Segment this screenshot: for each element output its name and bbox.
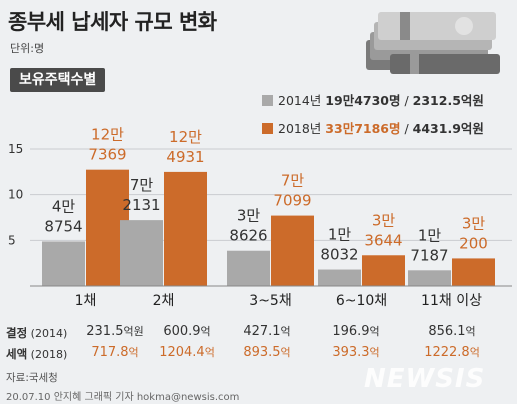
tax-2014-cat-4: 196.9억 xyxy=(332,324,380,339)
category-label-5: 11채 이상 xyxy=(421,293,482,309)
bar-2014년-3 xyxy=(227,250,270,286)
bar-2014년-1 xyxy=(42,241,85,286)
data-label-2018년-1-top: 12만 xyxy=(91,126,124,144)
y-tick-label-1: 5 xyxy=(8,233,16,247)
y-tick-label-2: 10 xyxy=(8,188,23,202)
tax-row-year-2018: (2018) xyxy=(30,348,68,361)
tax-2018-cat-5: 1222.8억 xyxy=(424,345,480,360)
data-label-2014년-3-bottom: 8626 xyxy=(229,227,267,245)
category-label-4: 6~10채 xyxy=(336,293,387,309)
legend-swatch-2018 xyxy=(262,123,273,134)
tax-2014-cat-1: 231.5억원 xyxy=(86,324,144,339)
bar-2014년-4 xyxy=(318,269,361,286)
tax-2014-cat-5: 856.1억 xyxy=(428,324,476,339)
legend-swatch-2014 xyxy=(262,95,273,106)
tax-row-2014: 결정 (2014) xyxy=(6,325,67,341)
tax-2014-cat-2: 600.9억 xyxy=(163,324,211,339)
bar-2014년-5 xyxy=(408,270,451,286)
unit-label: 단위:명 xyxy=(10,42,45,55)
data-label-2014년-2-bottom: 2131 xyxy=(122,196,160,214)
tax-row-label-top: 결정 xyxy=(6,326,28,340)
watermark-logo: NEWSIS xyxy=(364,364,486,394)
data-label-2018년-1-bottom: 7369 xyxy=(88,146,126,164)
data-label-2014년-3-top: 3만 xyxy=(237,207,261,225)
data-label-2014년-5-bottom: 7187 xyxy=(410,246,448,264)
data-label-2014년-1-bottom: 8754 xyxy=(44,217,82,235)
legend-slash-2018: / xyxy=(400,121,413,136)
data-label-2014년-4-top: 1만 xyxy=(328,226,352,244)
y-tick-label-3: 15 xyxy=(8,142,23,156)
legend-tax-2018: 4431.9억원 xyxy=(412,121,484,136)
data-label-2018년-2-bottom: 4931 xyxy=(166,148,204,166)
data-label-2014년-2-top: 7만 xyxy=(130,176,154,194)
bar-2018년-5 xyxy=(452,258,495,286)
legend-count-2014: 19만4730명 xyxy=(325,93,401,108)
data-label-2018년-3-top: 7만 xyxy=(281,172,305,190)
legend-2014: 2014년 19만4730명 / 2312.5억원 xyxy=(262,90,484,109)
bar-2018년-4 xyxy=(362,255,405,286)
bar-2018년-3 xyxy=(271,215,314,286)
category-label-3: 3~5채 xyxy=(249,293,291,309)
legend-tax-2014: 2312.5억원 xyxy=(412,93,484,108)
category-label-1: 1채 xyxy=(75,293,97,309)
tax-row-label-bottom: 세액 xyxy=(6,347,28,361)
data-label-2014년-5-top: 1만 xyxy=(418,226,442,244)
data-label-2018년-5-top: 3만 xyxy=(462,214,486,232)
category-label-2: 2채 xyxy=(153,293,175,309)
tax-2014-cat-3: 427.1억 xyxy=(243,324,291,339)
credit-line: 20.07.10 안지혜 그래픽 기자 hokma@newsis.com xyxy=(6,392,240,403)
source-note: 자료:국세청 xyxy=(6,372,58,384)
tax-2018-cat-3: 893.5억 xyxy=(243,345,291,360)
legend-year-2014: 2014년 xyxy=(278,93,322,108)
data-label-2014년-4-bottom: 8032 xyxy=(320,246,358,264)
tax-2018-cat-2: 1204.4억 xyxy=(159,345,215,360)
data-label-2018년-4-bottom: 3644 xyxy=(364,231,402,249)
data-label-2018년-5-bottom: 200 xyxy=(459,234,488,252)
legend-count-2018: 33만7186명 xyxy=(325,121,401,136)
data-label-2018년-2-top: 12만 xyxy=(169,128,202,146)
data-label-2018년-3-bottom: 7099 xyxy=(273,192,311,210)
tax-row-2018: 세액 (2018) xyxy=(6,346,67,362)
data-label-2018년-4-top: 3만 xyxy=(372,211,396,229)
chart-title: 종부세 납세자 규모 변화 xyxy=(8,10,217,34)
bar-2018년-2 xyxy=(164,171,207,286)
legend-slash-2014: / xyxy=(400,93,413,108)
legend-2018: 2018년 33만7186명 / 4431.9억원 xyxy=(262,118,484,137)
tax-2018-cat-1: 717.8억 xyxy=(91,345,139,360)
category-tag: 보유주택수별 xyxy=(10,68,106,92)
money-stack-icon xyxy=(366,12,500,74)
legend-year-2018: 2018년 xyxy=(278,121,322,136)
data-label-2014년-1-top: 4만 xyxy=(52,197,76,215)
tax-2018-cat-4: 393.3억 xyxy=(332,345,380,360)
tax-row-year-2014: (2014) xyxy=(30,327,68,340)
bar-2014년-2 xyxy=(120,220,163,286)
